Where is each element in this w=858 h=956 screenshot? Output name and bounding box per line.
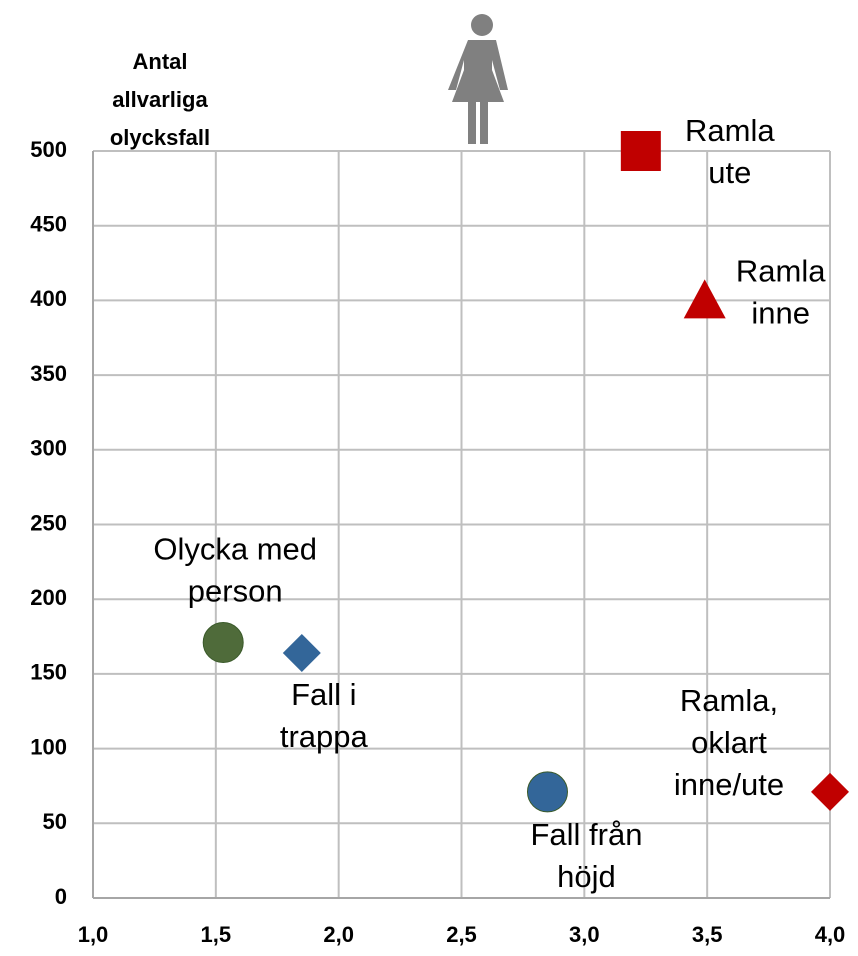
- point-label: höjd: [557, 859, 616, 894]
- point-label: Ramla: [685, 113, 775, 148]
- point: [202, 622, 244, 664]
- y-tick-label: 100: [30, 734, 67, 759]
- y-tick-label: 50: [43, 809, 67, 834]
- y-tick-label: 250: [30, 510, 67, 535]
- point-label: inne/ute: [674, 767, 784, 802]
- point: [811, 772, 849, 811]
- y-axis-label: Antal: [133, 49, 188, 74]
- point-label: person: [188, 574, 283, 609]
- y-tick-label: 200: [30, 585, 67, 610]
- y-tick-label: 300: [30, 436, 67, 461]
- x-tick-label: 2,0: [323, 922, 354, 947]
- point-label: ute: [708, 155, 751, 190]
- y-tick-label: 450: [30, 212, 67, 237]
- y-tick-label: 350: [30, 361, 67, 386]
- x-tick-label: 1,5: [201, 922, 232, 947]
- point-label: Fall i: [291, 677, 356, 712]
- point-label: oklart: [691, 725, 767, 760]
- point-label: Ramla: [736, 254, 826, 289]
- x-tick-label: 3,0: [569, 922, 600, 947]
- person-icon: [448, 14, 508, 144]
- x-tick-label: 1,0: [78, 922, 109, 947]
- point-label: trappa: [280, 719, 369, 754]
- point: [683, 279, 726, 319]
- x-tick-label: 4,0: [815, 922, 846, 947]
- point-label: Fall från: [530, 817, 642, 852]
- y-tick-label: 0: [55, 884, 67, 909]
- point: [526, 771, 568, 813]
- y-axis-label: allvarliga: [112, 87, 208, 112]
- point-label: Ramla,: [680, 683, 778, 718]
- y-axis-label: olycksfall: [110, 125, 210, 150]
- y-tick-label: 400: [30, 286, 67, 311]
- y-tick-label: 150: [30, 660, 67, 685]
- y-tick-label: 500: [30, 137, 67, 162]
- point: [620, 131, 661, 171]
- point-label: Olycka med: [153, 532, 317, 567]
- point-label: inne: [751, 296, 810, 331]
- point: [282, 633, 321, 672]
- x-tick-label: 3,5: [692, 922, 723, 947]
- x-tick-label: 2,5: [446, 922, 477, 947]
